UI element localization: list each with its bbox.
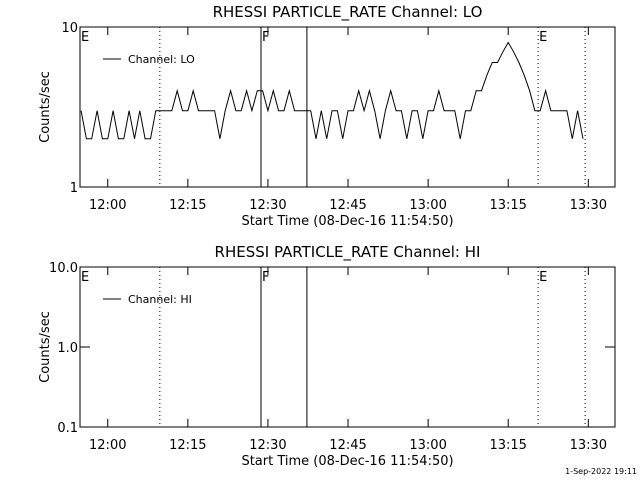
x-tick-label: 13:00 [409, 198, 446, 213]
chart-title: RHESSI PARTICLE_RATE Channel: LO [213, 3, 483, 22]
x-tick-label: 12:45 [329, 438, 366, 453]
x-tick-label: 13:15 [489, 438, 526, 453]
y-tick-label: 0.1 [57, 421, 78, 436]
x-tick-label: 12:15 [169, 438, 206, 453]
x-tick-label: 13:30 [570, 438, 607, 453]
x-tick-label: 12:00 [89, 198, 126, 213]
y-axis-label: Counts/sec [38, 71, 53, 143]
event-label: E [539, 270, 547, 285]
x-tick-label: 12:15 [169, 198, 206, 213]
y-tick-label: 1.0 [57, 341, 78, 356]
plot-frame [79, 26, 616, 188]
x-tick-label: 13:00 [409, 438, 446, 453]
event-label: E [81, 270, 89, 285]
x-tick-label: 13:15 [489, 198, 526, 213]
data-line [80, 41, 584, 140]
y-tick-label: 10 [61, 21, 78, 36]
event-label: E [539, 30, 547, 45]
chart-title: RHESSI PARTICLE_RATE Channel: HI [215, 243, 481, 262]
y-tick-label: 1 [70, 181, 78, 196]
x-tick-label: 12:30 [249, 438, 286, 453]
x-axis-label: Start Time (08-Dec-16 11:54:50) [241, 214, 453, 229]
footer: 1-Sep-2022 19:11 [565, 467, 637, 476]
x-tick-label: 12:45 [329, 198, 366, 213]
x-axis-label: Start Time (08-Dec-16 11:54:50) [241, 454, 453, 469]
event-label: F [262, 270, 269, 285]
event-label: E [81, 30, 89, 45]
legend-label: Channel: HI [128, 293, 192, 306]
event-label: F [262, 30, 269, 45]
x-tick-label: 12:30 [249, 198, 286, 213]
y-tick-label: 10.0 [49, 261, 78, 276]
legend-label: Channel: LO [128, 53, 195, 66]
y-axis-label: Counts/sec [38, 311, 53, 383]
x-tick-label: 13:30 [570, 198, 607, 213]
x-tick-label: 12:00 [89, 438, 126, 453]
